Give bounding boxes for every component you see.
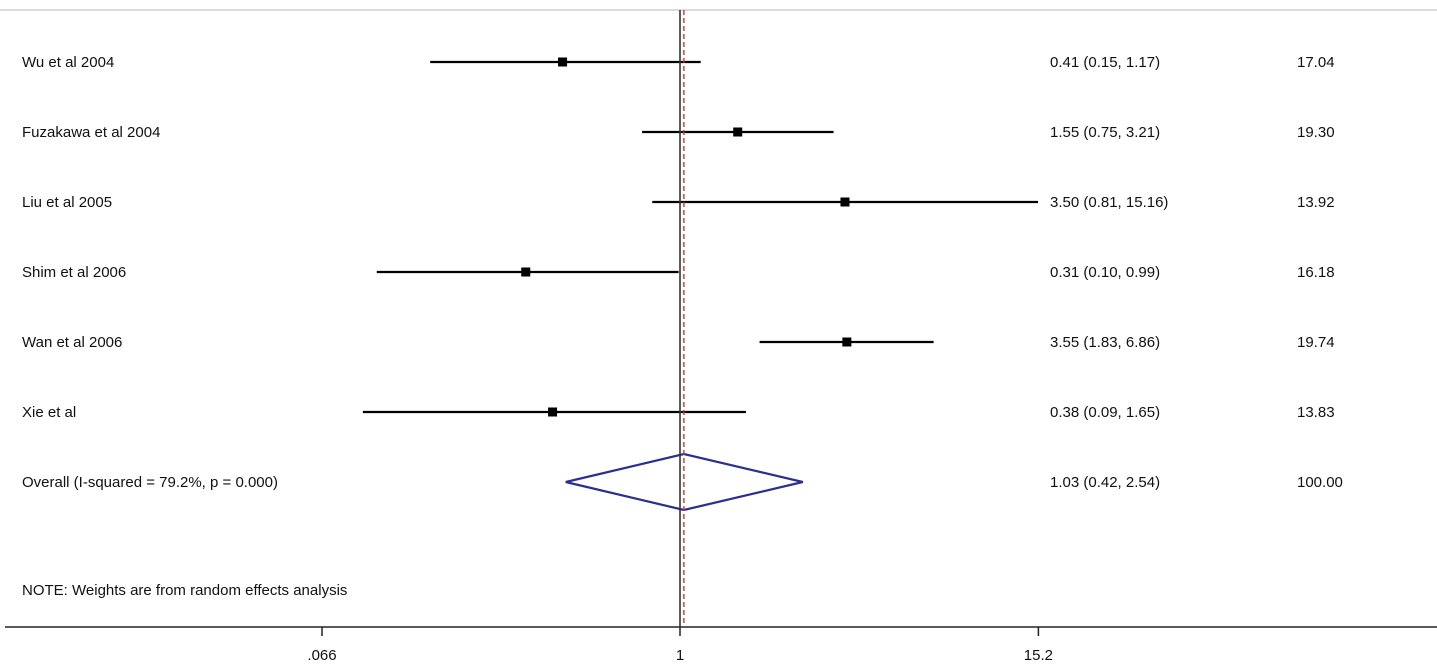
point-estimate	[842, 337, 852, 347]
point-estimate	[840, 197, 850, 207]
overall-diamond	[565, 452, 804, 512]
ci-text: 3.50 (0.81, 15.16)	[1050, 194, 1168, 211]
point-estimate	[558, 57, 568, 67]
overall-row: Overall (I-squared = 79.2%, p = 0.000) 1.…	[22, 452, 1343, 512]
x-axis-ticks: .066 1 15.2	[307, 627, 1053, 664]
x-tick-label: 1	[676, 647, 684, 664]
study-label: Wan et al 2006	[22, 334, 122, 351]
study-label: Fuzakawa et al 2004	[22, 124, 160, 141]
ci-text: 3.55 (1.83, 6.86)	[1050, 334, 1160, 351]
study-label: Liu et al 2005	[22, 194, 112, 211]
overall-weight-text: 100.00	[1297, 474, 1343, 491]
study-label: Wu et al 2004	[22, 54, 114, 71]
ci-text: 0.38 (0.09, 1.65)	[1050, 404, 1160, 421]
study-label: Shim et al 2006	[22, 264, 126, 281]
study-rows: Wu et al 2004 0.41 (0.15, 1.17) 17.04 Fuzak…	[22, 54, 1335, 421]
point-estimate	[733, 127, 743, 137]
point-estimate	[548, 407, 558, 417]
weight-text: 19.74	[1297, 334, 1335, 351]
weights-note: NOTE: Weights are from random effects an…	[22, 582, 347, 599]
weight-text: 13.83	[1297, 404, 1335, 421]
ci-text: 0.31 (0.10, 0.99)	[1050, 264, 1160, 281]
weight-text: 19.30	[1297, 124, 1335, 141]
weight-text: 16.18	[1297, 264, 1335, 281]
study-label: Xie et al	[22, 404, 76, 421]
x-tick-label: 15.2	[1024, 647, 1053, 664]
overall-label: Overall (I-squared = 79.2%, p = 0.000)	[22, 474, 278, 491]
x-tick-label: .066	[307, 647, 336, 664]
ci-text: 1.55 (0.75, 3.21)	[1050, 124, 1160, 141]
point-estimate	[521, 267, 531, 277]
overall-ci-text: 1.03 (0.42, 2.54)	[1050, 474, 1160, 491]
ci-text: 0.41 (0.15, 1.17)	[1050, 54, 1160, 71]
weight-text: 13.92	[1297, 194, 1335, 211]
weight-text: 17.04	[1297, 54, 1335, 71]
